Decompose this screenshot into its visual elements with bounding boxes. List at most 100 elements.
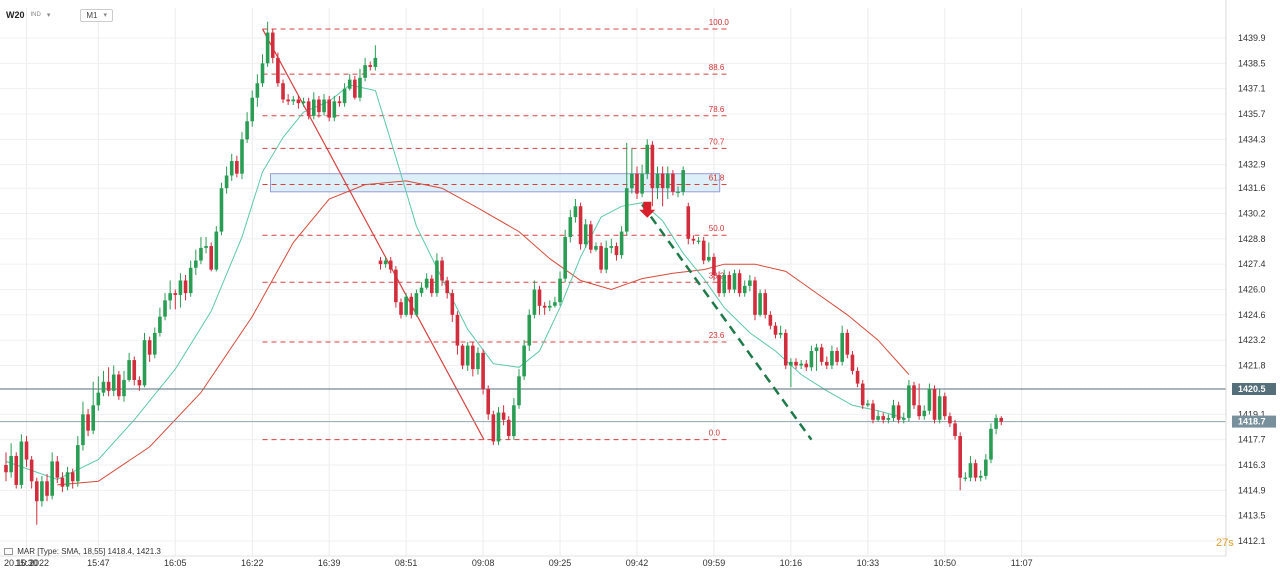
candle-body: [368, 65, 373, 67]
candle-body: [696, 240, 701, 242]
candle-body: [573, 206, 578, 218]
candle-body: [589, 224, 593, 250]
candle-body: [96, 392, 101, 406]
candle-body: [152, 332, 157, 355]
fib-level-label: 78.6: [709, 105, 725, 114]
candle-body: [701, 240, 706, 261]
candle-body: [419, 287, 424, 294]
fib-level-label: 61.8: [709, 174, 725, 183]
candle-body: [783, 332, 788, 366]
chevron-down-icon: ▾: [103, 12, 108, 19]
candle-body: [866, 403, 870, 406]
time-axis-tick: 09:25: [549, 558, 572, 568]
candle-body: [178, 280, 183, 295]
candle-body: [501, 412, 506, 420]
time-axis-tick: 15:30: [15, 558, 38, 568]
candle-body: [604, 247, 609, 270]
candle-body: [111, 374, 116, 391]
candle-body: [650, 144, 655, 189]
time-axis-tick: 09:08: [472, 558, 495, 568]
indicator-icon: [4, 548, 13, 556]
candle-body: [742, 285, 747, 294]
candle-body: [563, 237, 567, 279]
price-axis-tick: 1421.8: [1238, 360, 1266, 370]
candle-body: [455, 314, 460, 346]
chevron-down-icon[interactable]: ▾: [46, 12, 51, 19]
candle-body: [250, 97, 255, 122]
candle-body: [850, 354, 855, 371]
candle-body: [224, 175, 229, 189]
candle-body: [188, 267, 193, 294]
resistance-zone: [270, 173, 721, 193]
candle-body: [106, 381, 111, 391]
candle-body: [260, 63, 265, 84]
candle-body: [896, 405, 901, 420]
candle-body: [727, 275, 732, 290]
price-axis-tick: 1419.1: [1238, 409, 1266, 419]
candle-body: [599, 246, 603, 270]
candle-body: [578, 206, 583, 245]
candle-body: [804, 363, 809, 368]
candle-body: [101, 381, 106, 393]
candle-body: [542, 305, 547, 308]
price-axis-tick: 1427.4: [1238, 259, 1266, 269]
candle-body: [506, 419, 511, 437]
candle-body: [753, 280, 757, 315]
time-axis-tick: 16:05: [164, 558, 187, 568]
candle-body: [301, 101, 306, 104]
candle-body: [332, 101, 337, 118]
candle-body: [999, 417, 1004, 422]
candle-body: [183, 280, 188, 294]
candle-body: [86, 414, 90, 431]
candle-body: [229, 161, 234, 176]
candle-body: [522, 345, 526, 377]
candle-body: [132, 360, 137, 380]
price-axis-tick: 1431.6: [1238, 183, 1266, 193]
price-axis-tick: 1412.1: [1238, 536, 1266, 546]
candle-body: [619, 231, 624, 256]
candle-body: [640, 173, 644, 194]
price-tag-bg: [1232, 383, 1276, 396]
candle-body: [809, 351, 814, 368]
candle-body: [122, 379, 126, 397]
candle-body: [845, 332, 850, 355]
candle-body: [76, 445, 80, 482]
candle-body: [424, 278, 429, 288]
fib-level-label: 23.6: [709, 331, 725, 340]
candle-body: [558, 278, 562, 303]
candle-body: [142, 340, 147, 386]
candle-body: [927, 389, 932, 411]
candle-body: [665, 173, 670, 189]
candle-body: [855, 370, 860, 384]
time-axis-tick: 10:33: [857, 558, 880, 568]
sma-fast-line: [5, 84, 904, 481]
indicator-legend[interactable]: MAR [Type: SMA, 18,55] 1418.4, 1421.3: [4, 547, 161, 556]
candle-body: [624, 188, 629, 232]
fib-retracement-diagonal: [261, 28, 485, 440]
candle-body: [707, 256, 711, 261]
price-axis-tick: 1437.1: [1238, 84, 1266, 94]
indicator-label: MAR [Type: SMA, 18,55] 1418.4, 1421.3: [17, 547, 161, 556]
candle-body: [327, 99, 331, 118]
timeframe-selector[interactable]: M1 ▾: [80, 8, 114, 22]
candle-body: [553, 302, 557, 306]
candle-body: [342, 88, 347, 104]
price-axis-tick: 1426.0: [1238, 285, 1266, 295]
candle-body: [881, 416, 886, 420]
candle-body: [830, 351, 834, 366]
candle-body: [209, 246, 213, 270]
candle-body: [55, 461, 60, 478]
chart-header: W20 IND ▾ M1 ▾: [6, 6, 114, 24]
candle-body: [24, 441, 29, 460]
time-axis-tick: 09:42: [626, 558, 649, 568]
candle-body: [973, 463, 978, 478]
candle-body: [245, 121, 249, 140]
candle-body: [527, 314, 532, 346]
candle-body: [281, 83, 285, 100]
candle-countdown: 27s: [1216, 537, 1234, 549]
candle-body: [40, 481, 44, 502]
fib-level-label: 38.2: [709, 271, 725, 280]
symbol-label[interactable]: W20: [6, 10, 25, 20]
fib-level-label: 100.0: [709, 18, 730, 27]
